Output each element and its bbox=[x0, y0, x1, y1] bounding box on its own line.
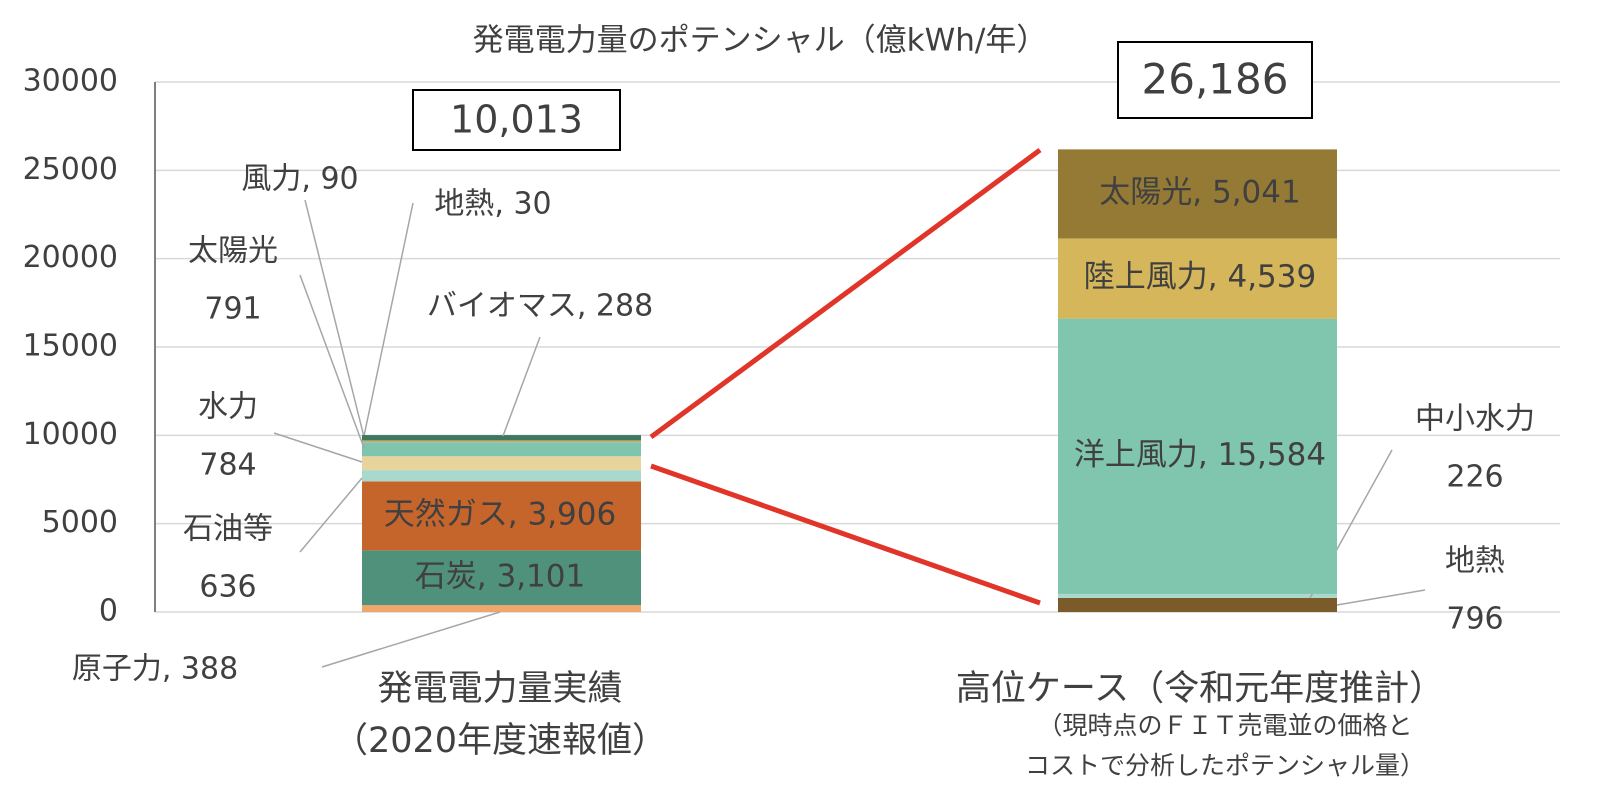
y-tick-label: 0 bbox=[99, 594, 118, 629]
data-label: 石炭, 3,101 bbox=[415, 558, 585, 594]
data-label: 洋上風力, 15,584 bbox=[1074, 437, 1326, 473]
x-tick-label: （2020年度速報値） bbox=[333, 721, 667, 761]
bar-segment bbox=[362, 550, 641, 606]
bar-segment bbox=[1058, 318, 1337, 594]
bar-segment bbox=[1058, 238, 1337, 319]
leader-line bbox=[321, 611, 501, 668]
data-label: 太陽光, 5,041 bbox=[1099, 174, 1300, 210]
total-box bbox=[1117, 41, 1313, 119]
bar-segment bbox=[362, 440, 641, 441]
y-tick-label: 20000 bbox=[23, 240, 118, 275]
total-label: 26,186 bbox=[1142, 55, 1289, 104]
zoom-line bbox=[650, 463, 1041, 606]
x-tick-note: （現時点のＦＩＴ売電並の価格と bbox=[1037, 711, 1412, 740]
data-label: 地熱, 30 bbox=[434, 187, 551, 222]
leader-line bbox=[304, 199, 365, 438]
y-tick-label: 25000 bbox=[23, 152, 118, 187]
data-label: 陸上風力, 4,539 bbox=[1084, 259, 1316, 295]
data-label: 784 bbox=[199, 448, 256, 483]
data-label: 太陽光 bbox=[188, 234, 278, 269]
data-label: 風力, 90 bbox=[241, 162, 358, 197]
bar-segment bbox=[362, 605, 641, 612]
y-tick-label: 30000 bbox=[23, 64, 118, 99]
leader-line bbox=[299, 274, 365, 449]
y-tick-label: 15000 bbox=[23, 329, 118, 364]
data-label: バイオマス, 288 bbox=[427, 289, 653, 324]
bar-segment bbox=[362, 470, 641, 482]
bar-segment bbox=[362, 435, 641, 441]
data-label: 天然ガス, 3,906 bbox=[384, 496, 616, 532]
chart-title: 発電電力量のポテンシャル（億kWh/年） bbox=[473, 23, 1048, 59]
bar-segment bbox=[1058, 593, 1337, 598]
bar-segment bbox=[362, 481, 641, 551]
data-label: 636 bbox=[199, 570, 256, 605]
leader-line bbox=[502, 336, 541, 437]
data-label: 226 bbox=[1446, 460, 1503, 495]
bar-segment bbox=[1058, 149, 1337, 239]
x-tick-label: 高位ケース（令和元年度推計） bbox=[956, 669, 1444, 709]
y-tick-label: 5000 bbox=[42, 505, 118, 540]
leader-line bbox=[1336, 589, 1426, 606]
total-box bbox=[412, 89, 621, 151]
leader-line bbox=[363, 202, 414, 437]
leader-line bbox=[299, 477, 363, 553]
y-tick-label: 10000 bbox=[23, 417, 118, 452]
bar-segment bbox=[362, 456, 641, 471]
data-label: 地熱 bbox=[1445, 544, 1505, 579]
leader-line bbox=[273, 432, 363, 463]
total-label: 10,013 bbox=[450, 98, 583, 142]
data-label: 中小水力 bbox=[1415, 402, 1535, 437]
data-label: 原子力, 388 bbox=[72, 652, 238, 687]
data-label: 石油等 bbox=[183, 512, 273, 547]
zoom-line bbox=[649, 147, 1042, 440]
x-tick-label: 発電電力量実績 bbox=[377, 669, 622, 709]
bar-segment bbox=[362, 442, 641, 457]
data-label: 796 bbox=[1446, 602, 1503, 637]
data-label: 水力 bbox=[198, 390, 258, 425]
bar-segment bbox=[1058, 597, 1337, 612]
bar-segment bbox=[362, 440, 641, 443]
data-label: 791 bbox=[204, 292, 261, 327]
x-tick-note: コストで分析したポテンシャル量） bbox=[1025, 751, 1425, 780]
